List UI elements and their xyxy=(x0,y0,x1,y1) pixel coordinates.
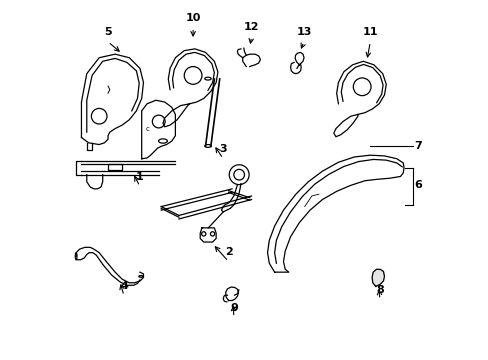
Text: 13: 13 xyxy=(296,27,311,37)
Text: c: c xyxy=(145,126,149,132)
Text: 4: 4 xyxy=(120,281,128,291)
Text: 10: 10 xyxy=(185,13,201,23)
Text: 12: 12 xyxy=(244,22,259,32)
Text: 9: 9 xyxy=(229,303,237,313)
Text: 1: 1 xyxy=(136,172,143,182)
Text: 7: 7 xyxy=(413,141,421,151)
Text: 6: 6 xyxy=(413,180,421,190)
Bar xyxy=(108,165,122,170)
Text: 11: 11 xyxy=(362,27,377,37)
Text: 8: 8 xyxy=(375,285,383,295)
Text: 3: 3 xyxy=(219,144,226,154)
Text: 2: 2 xyxy=(224,247,232,257)
Polygon shape xyxy=(371,269,384,286)
Text: 5: 5 xyxy=(104,27,112,37)
